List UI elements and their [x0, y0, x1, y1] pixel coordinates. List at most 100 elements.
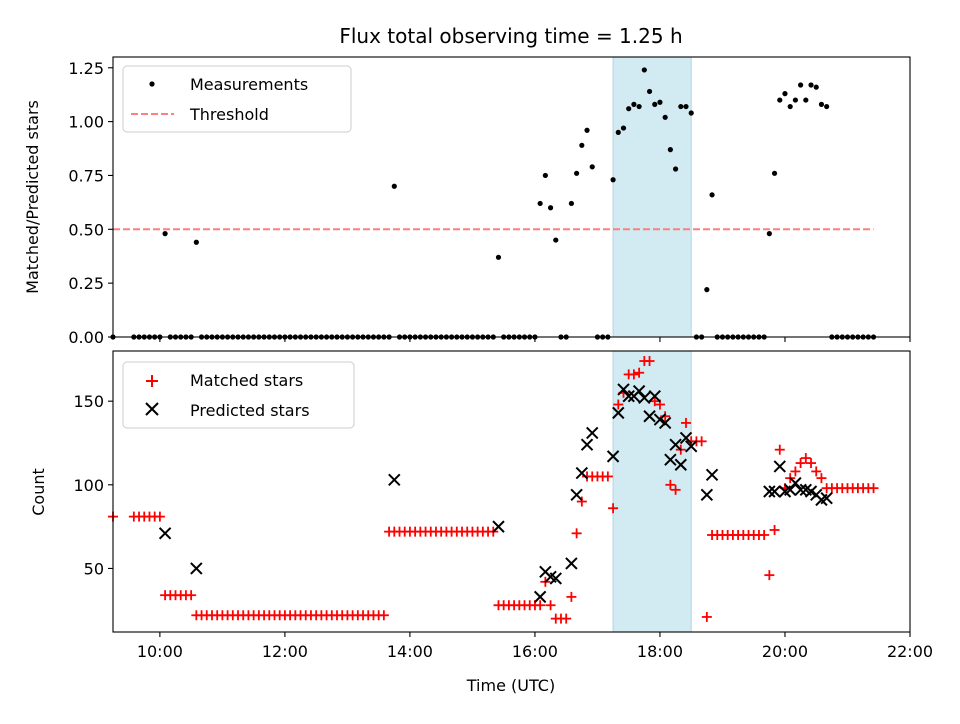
matched-star-point	[660, 411, 671, 422]
matched-star-point	[634, 367, 645, 378]
legend-measurements-marker	[149, 81, 155, 87]
measurement-point	[610, 177, 616, 183]
matched-star-point	[545, 600, 556, 611]
matched-star-point	[790, 466, 801, 477]
predicted-star-point	[700, 488, 714, 502]
measurement-point	[766, 231, 772, 237]
measurement-point	[589, 164, 595, 170]
measurement-point	[813, 84, 819, 90]
predicted-star-point	[158, 527, 172, 540]
predicted-star-point	[648, 389, 661, 403]
predicted-star-point	[388, 473, 401, 486]
x-axis-label: Time (UTC)	[466, 676, 555, 695]
measurement-point	[652, 101, 658, 107]
predicted-star-point	[763, 485, 776, 498]
matched-star-point	[561, 613, 572, 624]
measurement-point	[584, 127, 590, 133]
measurement-point	[615, 129, 621, 135]
predicted-star-point	[674, 458, 688, 471]
measurement-point	[798, 82, 804, 88]
predicted-star-point	[705, 468, 719, 481]
measurement-point	[657, 99, 663, 105]
predicted-star-point	[685, 440, 698, 453]
measurement-point	[641, 67, 647, 73]
measurement-point	[678, 103, 684, 110]
predicted-star-point	[789, 476, 802, 490]
predicted-star-point	[570, 488, 583, 502]
measurement-point	[626, 106, 632, 112]
x-tick-label: 20:00	[762, 642, 808, 661]
matched-star-point	[795, 458, 806, 469]
x-tick-label: 12:00	[262, 642, 308, 661]
measurement-point	[636, 103, 642, 110]
measurement-point	[787, 103, 793, 110]
bottom-axes-frame	[112, 350, 911, 633]
top-y-tick-label: 0.50	[68, 220, 104, 239]
matched-star-point	[571, 528, 582, 539]
predicted-star-point	[549, 572, 562, 585]
matched-star-point	[701, 611, 712, 622]
measurement-point	[777, 97, 783, 103]
predicted-star-point	[617, 383, 630, 396]
predicted-star-point	[565, 557, 578, 570]
matched-star-point	[816, 473, 827, 484]
predicted-star-point	[612, 406, 625, 420]
legend-matched-marker	[146, 375, 158, 387]
matched-star-point	[774, 444, 785, 455]
bottom-panel: 50 100 150 10:00 12:00 14:00 16:00 18:00 20:00 2…	[29, 350, 933, 695]
predicted-star-point	[679, 431, 693, 445]
top-legend: Measurements Threshold	[122, 65, 352, 133]
x-tick-label: 14:00	[387, 642, 433, 661]
legend-threshold-label: Threshold	[189, 105, 269, 124]
matched-star-point	[576, 496, 587, 507]
measurement-point	[193, 239, 199, 245]
predicted-stars-series	[158, 383, 833, 604]
top-y-tick-label: 0.75	[68, 166, 104, 185]
matched-star-point	[764, 570, 775, 581]
x-tick-label: 22:00	[887, 642, 933, 661]
matched-star-point	[628, 369, 639, 380]
matched-star-point	[800, 453, 811, 464]
measurement-point	[620, 125, 627, 131]
legend-measurements-label: Measurements	[190, 75, 308, 94]
predicted-star-point	[632, 384, 646, 398]
top-y-tick-label: 0.25	[68, 274, 104, 293]
measurement-point	[672, 166, 679, 172]
measurement-point	[782, 91, 788, 97]
highlight-span-top	[612, 56, 692, 338]
matched-star-point	[649, 396, 660, 407]
bottom-y-tick-label: 100	[73, 476, 104, 495]
predicted-star-point	[586, 426, 599, 440]
predicted-star-point	[575, 466, 589, 480]
matched-star-point	[613, 399, 624, 410]
bottom-x-axis-ticks: 10:00 12:00 14:00 16:00 18:00 20:00 22:00	[137, 632, 933, 661]
predicted-star-point	[533, 590, 547, 604]
legend-predicted-label: Predicted stars	[190, 401, 310, 420]
top-x-axis-ticks	[159, 337, 911, 342]
matched-star-point	[769, 524, 780, 535]
top-y-tick-label: 0.00	[68, 328, 104, 347]
top-axes-frame	[112, 56, 911, 338]
measurement-point	[688, 110, 694, 116]
legend-predicted-marker	[145, 402, 159, 416]
bottom-y-axis-label: Count	[29, 468, 48, 516]
predicted-star-point	[580, 438, 594, 451]
measurement-point	[579, 142, 585, 148]
measurement-point	[553, 237, 559, 243]
measurement-point	[818, 101, 825, 107]
matched-star-point	[566, 591, 577, 602]
predicted-star-point	[606, 450, 620, 463]
measurement-point	[646, 88, 653, 95]
top-y-tick-label: 1.25	[68, 59, 104, 78]
predicted-star-point	[622, 389, 635, 403]
measurement-point	[542, 172, 548, 179]
measurement-point	[808, 82, 814, 88]
x-tick-label: 18:00	[637, 642, 683, 661]
matched-star-point	[806, 458, 817, 469]
bottom-y-tick-label: 50	[84, 559, 104, 578]
measurement-point	[391, 183, 397, 189]
matched-star-point	[811, 466, 822, 477]
measurement-point	[162, 231, 168, 237]
predicted-star-point	[669, 438, 682, 451]
